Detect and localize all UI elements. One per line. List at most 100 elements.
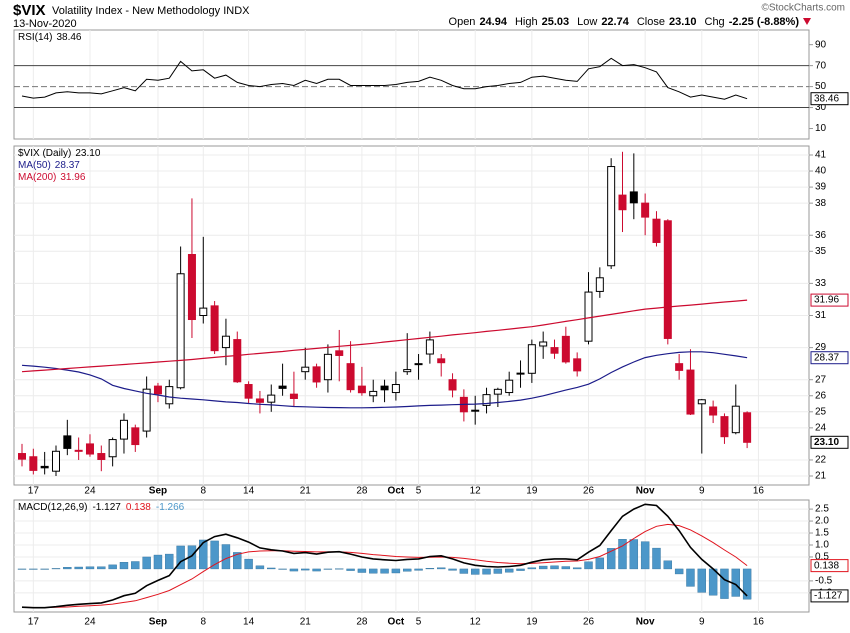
x-tick-label: 21 xyxy=(300,617,312,628)
histogram-bar xyxy=(629,539,639,570)
candle-body xyxy=(471,409,480,412)
histogram-bar xyxy=(51,568,61,570)
histogram-bar xyxy=(335,568,344,570)
candle-body xyxy=(301,366,310,373)
histogram-bar xyxy=(301,568,310,571)
histogram-bar xyxy=(17,568,27,570)
legend-value: 31.96 xyxy=(60,172,85,183)
y-tick-label: 30 xyxy=(815,102,827,113)
y-tick-label: 36 xyxy=(815,230,827,241)
histogram-bar xyxy=(686,568,695,587)
candle-body xyxy=(573,358,582,372)
histogram-bar xyxy=(165,553,174,570)
candle-body xyxy=(425,339,434,355)
y-tick-label: 40 xyxy=(815,166,827,177)
candle-body xyxy=(584,291,593,342)
histogram-bar xyxy=(244,558,253,570)
y-tick-label: 1.5 xyxy=(815,528,829,539)
value-tag-box xyxy=(810,293,849,307)
histogram-bar xyxy=(708,568,718,596)
candle-body xyxy=(697,399,706,405)
histogram-bar xyxy=(663,560,673,570)
quote-value: 23.10 xyxy=(669,16,697,28)
histogram-bar xyxy=(369,568,378,574)
histogram-bar xyxy=(153,554,163,570)
y-tick-label: 21 xyxy=(815,471,827,482)
x-tick-label: 28 xyxy=(356,617,368,628)
histogram-bar xyxy=(720,568,729,599)
histogram-bar xyxy=(606,548,616,570)
candle-body xyxy=(709,406,718,416)
histogram-bar xyxy=(119,562,129,570)
histogram-bar xyxy=(131,561,140,570)
candle-body xyxy=(74,449,83,452)
histogram-bar xyxy=(527,567,537,570)
histogram-bar xyxy=(572,567,582,570)
quote-value: -2.25 (-8.88%) xyxy=(729,16,800,28)
candle-body xyxy=(652,218,661,243)
x-tick-label: 5 xyxy=(416,486,422,497)
histogram-bar xyxy=(267,567,276,570)
y-tick-label: 25 xyxy=(815,406,827,417)
histogram-bar xyxy=(176,545,185,570)
value-tag: 0.138 xyxy=(814,560,839,571)
candle-body xyxy=(221,335,230,349)
value-tag-box xyxy=(810,351,849,365)
candle-body xyxy=(323,353,332,381)
candle-body xyxy=(233,339,242,383)
candle-body xyxy=(414,363,423,366)
quote: Open 24.94 High 25.03 Low 22.74 Close 23.10 Chg -… xyxy=(449,16,800,28)
x-tick-label: Oct xyxy=(388,486,405,497)
quote-label: Close xyxy=(637,16,665,28)
histogram-bar xyxy=(210,540,219,570)
histogram-bar xyxy=(142,556,151,570)
histogram-bar xyxy=(459,568,469,574)
histogram-bar xyxy=(29,568,38,570)
candle-body xyxy=(369,390,378,397)
candle-body xyxy=(165,386,174,405)
legend: RSI(14) 38.46 xyxy=(18,32,82,43)
histogram-bar xyxy=(108,564,117,570)
x-tick-label: 19 xyxy=(526,617,538,628)
candle-body xyxy=(357,385,366,394)
candle-body xyxy=(641,202,650,218)
x-tick-label: Sep xyxy=(149,486,167,497)
x-tick-label: 21 xyxy=(300,486,312,497)
y-tick-label: 39 xyxy=(815,182,827,193)
candle-body xyxy=(448,379,457,391)
histogram-bar xyxy=(278,568,287,570)
candle-body xyxy=(335,350,344,356)
histogram-bar xyxy=(550,565,559,570)
x-tick-label: 8 xyxy=(200,486,206,497)
legend: MA(200) 31.96 xyxy=(18,172,86,183)
candle-body xyxy=(199,307,208,317)
histogram-bar xyxy=(437,567,446,570)
ma-line xyxy=(21,351,748,409)
ma-line xyxy=(21,299,748,373)
x-tick-label: 12 xyxy=(470,486,482,497)
value-tag-box xyxy=(810,435,849,449)
x-tick-label: Nov xyxy=(636,486,655,497)
x-tick-label: 17 xyxy=(28,617,40,628)
candle-body xyxy=(131,427,140,446)
histogram-bar xyxy=(448,568,457,571)
value-tag: 23.10 xyxy=(814,437,839,448)
candle-body xyxy=(267,394,276,403)
y-tick-label: 31 xyxy=(815,310,827,321)
candle-body xyxy=(493,388,502,395)
candle-body xyxy=(618,194,627,211)
y-tick-label: 1.0 xyxy=(815,540,829,551)
candle-body xyxy=(505,379,514,394)
x-tick-label: 9 xyxy=(699,486,705,497)
histogram-bar xyxy=(652,547,661,570)
quote-label: Chg xyxy=(705,16,725,28)
rsi-line xyxy=(21,57,748,100)
candle-body xyxy=(607,166,616,267)
histogram-bar xyxy=(289,568,299,572)
x-tick-label: 14 xyxy=(243,617,255,628)
legend-value: 28.37 xyxy=(55,160,80,171)
candle-body xyxy=(539,341,548,347)
x-tick-label: 12 xyxy=(470,617,482,628)
histogram-bar xyxy=(493,568,503,574)
